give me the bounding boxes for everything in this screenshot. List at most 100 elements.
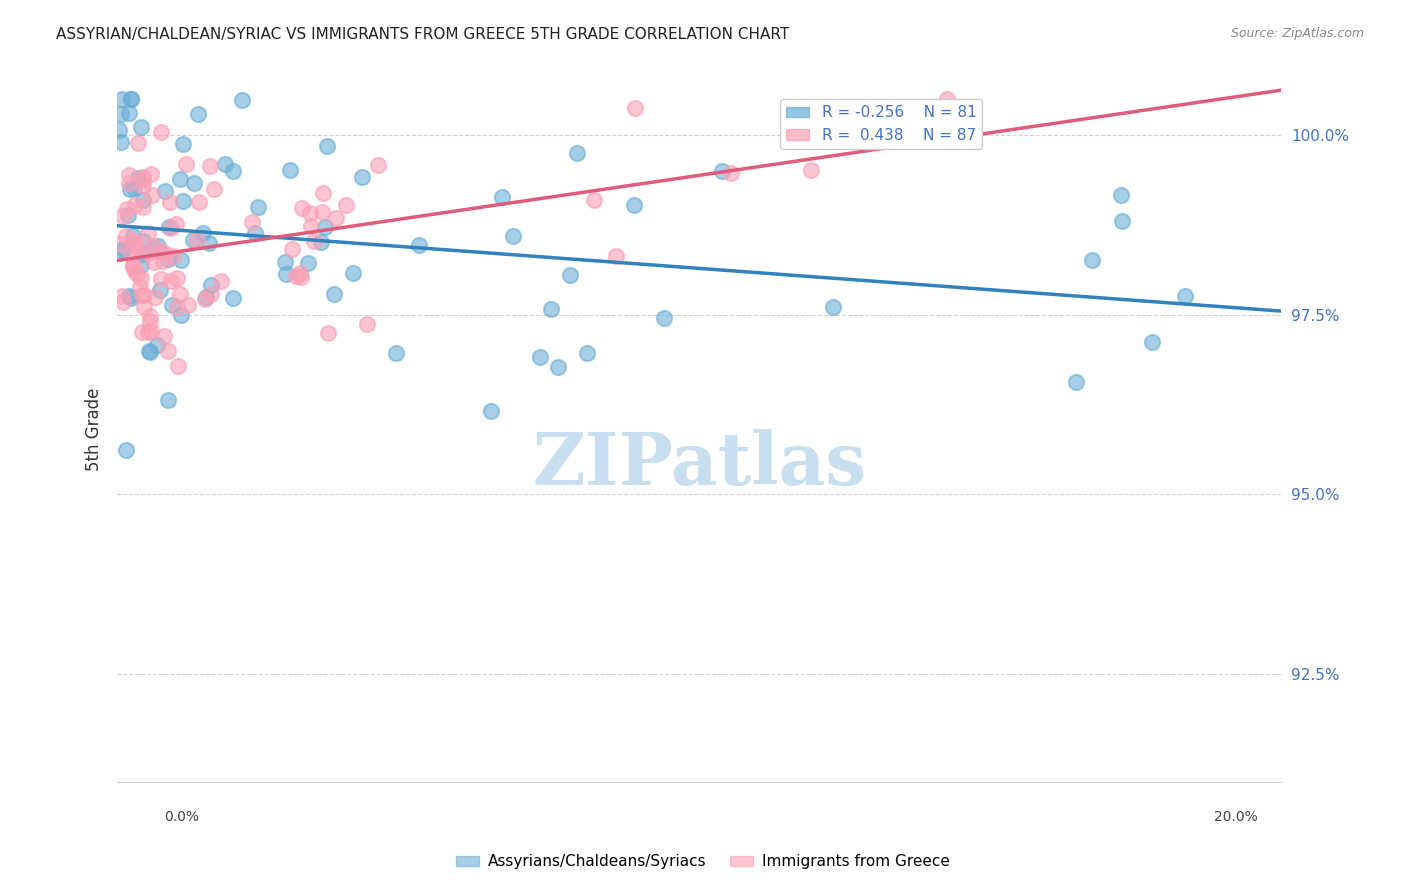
Point	[108, 244, 131, 258]
Point	[150, 125, 173, 139]
Point	[325, 211, 347, 226]
Point	[115, 229, 138, 244]
Point	[335, 198, 357, 212]
Point	[117, 208, 139, 222]
Point	[314, 219, 336, 234]
Point	[274, 267, 297, 281]
Point	[159, 195, 181, 210]
Point	[408, 238, 430, 252]
Point	[540, 302, 562, 317]
Point	[112, 209, 135, 223]
Point	[125, 241, 148, 255]
Point	[187, 106, 209, 120]
Y-axis label: 5th Grade: 5th Grade	[86, 388, 103, 471]
Point	[129, 120, 152, 134]
Point	[142, 255, 165, 269]
Point	[291, 201, 314, 215]
Point	[132, 193, 155, 207]
Point	[122, 260, 145, 274]
Point	[304, 234, 326, 248]
Point	[720, 166, 742, 180]
Point	[502, 229, 524, 244]
Point	[122, 180, 145, 194]
Point	[111, 92, 134, 106]
Point	[623, 198, 645, 212]
Point	[1111, 187, 1133, 202]
Point	[120, 291, 142, 305]
Text: Source: ZipAtlas.com: Source: ZipAtlas.com	[1230, 27, 1364, 40]
Point	[121, 92, 143, 106]
Point	[200, 286, 222, 301]
Point	[108, 236, 131, 251]
Point	[157, 344, 180, 359]
Point	[118, 168, 141, 182]
Text: 20.0%: 20.0%	[1213, 810, 1258, 824]
Point	[115, 202, 138, 217]
Point	[149, 283, 172, 297]
Point	[139, 167, 162, 181]
Point	[198, 235, 221, 250]
Point	[125, 267, 148, 281]
Point	[132, 200, 155, 214]
Point	[202, 182, 225, 196]
Point	[246, 200, 269, 214]
Point	[285, 268, 308, 283]
Point	[107, 123, 129, 137]
Point	[186, 233, 208, 247]
Point	[309, 235, 332, 250]
Point	[169, 172, 191, 186]
Point	[124, 197, 146, 211]
Point	[278, 163, 301, 178]
Point	[172, 137, 194, 152]
Point	[710, 163, 733, 178]
Point	[127, 171, 149, 186]
Point	[170, 308, 193, 322]
Point	[316, 138, 339, 153]
Point	[129, 270, 152, 285]
Point	[166, 301, 188, 315]
Point	[131, 288, 153, 302]
Point	[131, 259, 153, 273]
Point	[132, 178, 155, 193]
Point	[111, 294, 134, 309]
Point	[183, 176, 205, 190]
Point	[200, 278, 222, 293]
Point	[131, 325, 153, 339]
Point	[115, 443, 138, 458]
Text: ASSYRIAN/CHALDEAN/SYRIAC VS IMMIGRANTS FROM GREECE 5TH GRADE CORRELATION CHART: ASSYRIAN/CHALDEAN/SYRIAC VS IMMIGRANTS F…	[56, 27, 790, 42]
Point	[491, 190, 513, 204]
Point	[167, 359, 190, 373]
Point	[131, 246, 153, 260]
Point	[160, 274, 183, 288]
Legend: R = -0.256    N = 81, R =  0.438    N = 87: R = -0.256 N = 81, R = 0.438 N = 87	[780, 99, 983, 149]
Point	[162, 298, 184, 312]
Point	[118, 106, 141, 120]
Point	[110, 107, 132, 121]
Point	[149, 244, 172, 258]
Point	[156, 252, 179, 267]
Point	[118, 289, 141, 303]
Point	[935, 92, 957, 106]
Point	[193, 226, 215, 240]
Point	[132, 173, 155, 187]
Point	[298, 206, 321, 220]
Point	[157, 392, 180, 407]
Text: ZIPatlas: ZIPatlas	[531, 429, 866, 500]
Point	[176, 157, 198, 171]
Point	[112, 242, 135, 256]
Point	[288, 266, 311, 280]
Point	[110, 136, 132, 150]
Point	[121, 229, 143, 244]
Point	[560, 268, 582, 283]
Point	[143, 290, 166, 304]
Point	[529, 350, 551, 364]
Point	[141, 239, 163, 253]
Point	[138, 246, 160, 260]
Point	[124, 263, 146, 277]
Point	[222, 292, 245, 306]
Point	[299, 219, 322, 233]
Point	[342, 266, 364, 280]
Point	[214, 157, 236, 171]
Point	[198, 159, 221, 173]
Point	[187, 195, 209, 210]
